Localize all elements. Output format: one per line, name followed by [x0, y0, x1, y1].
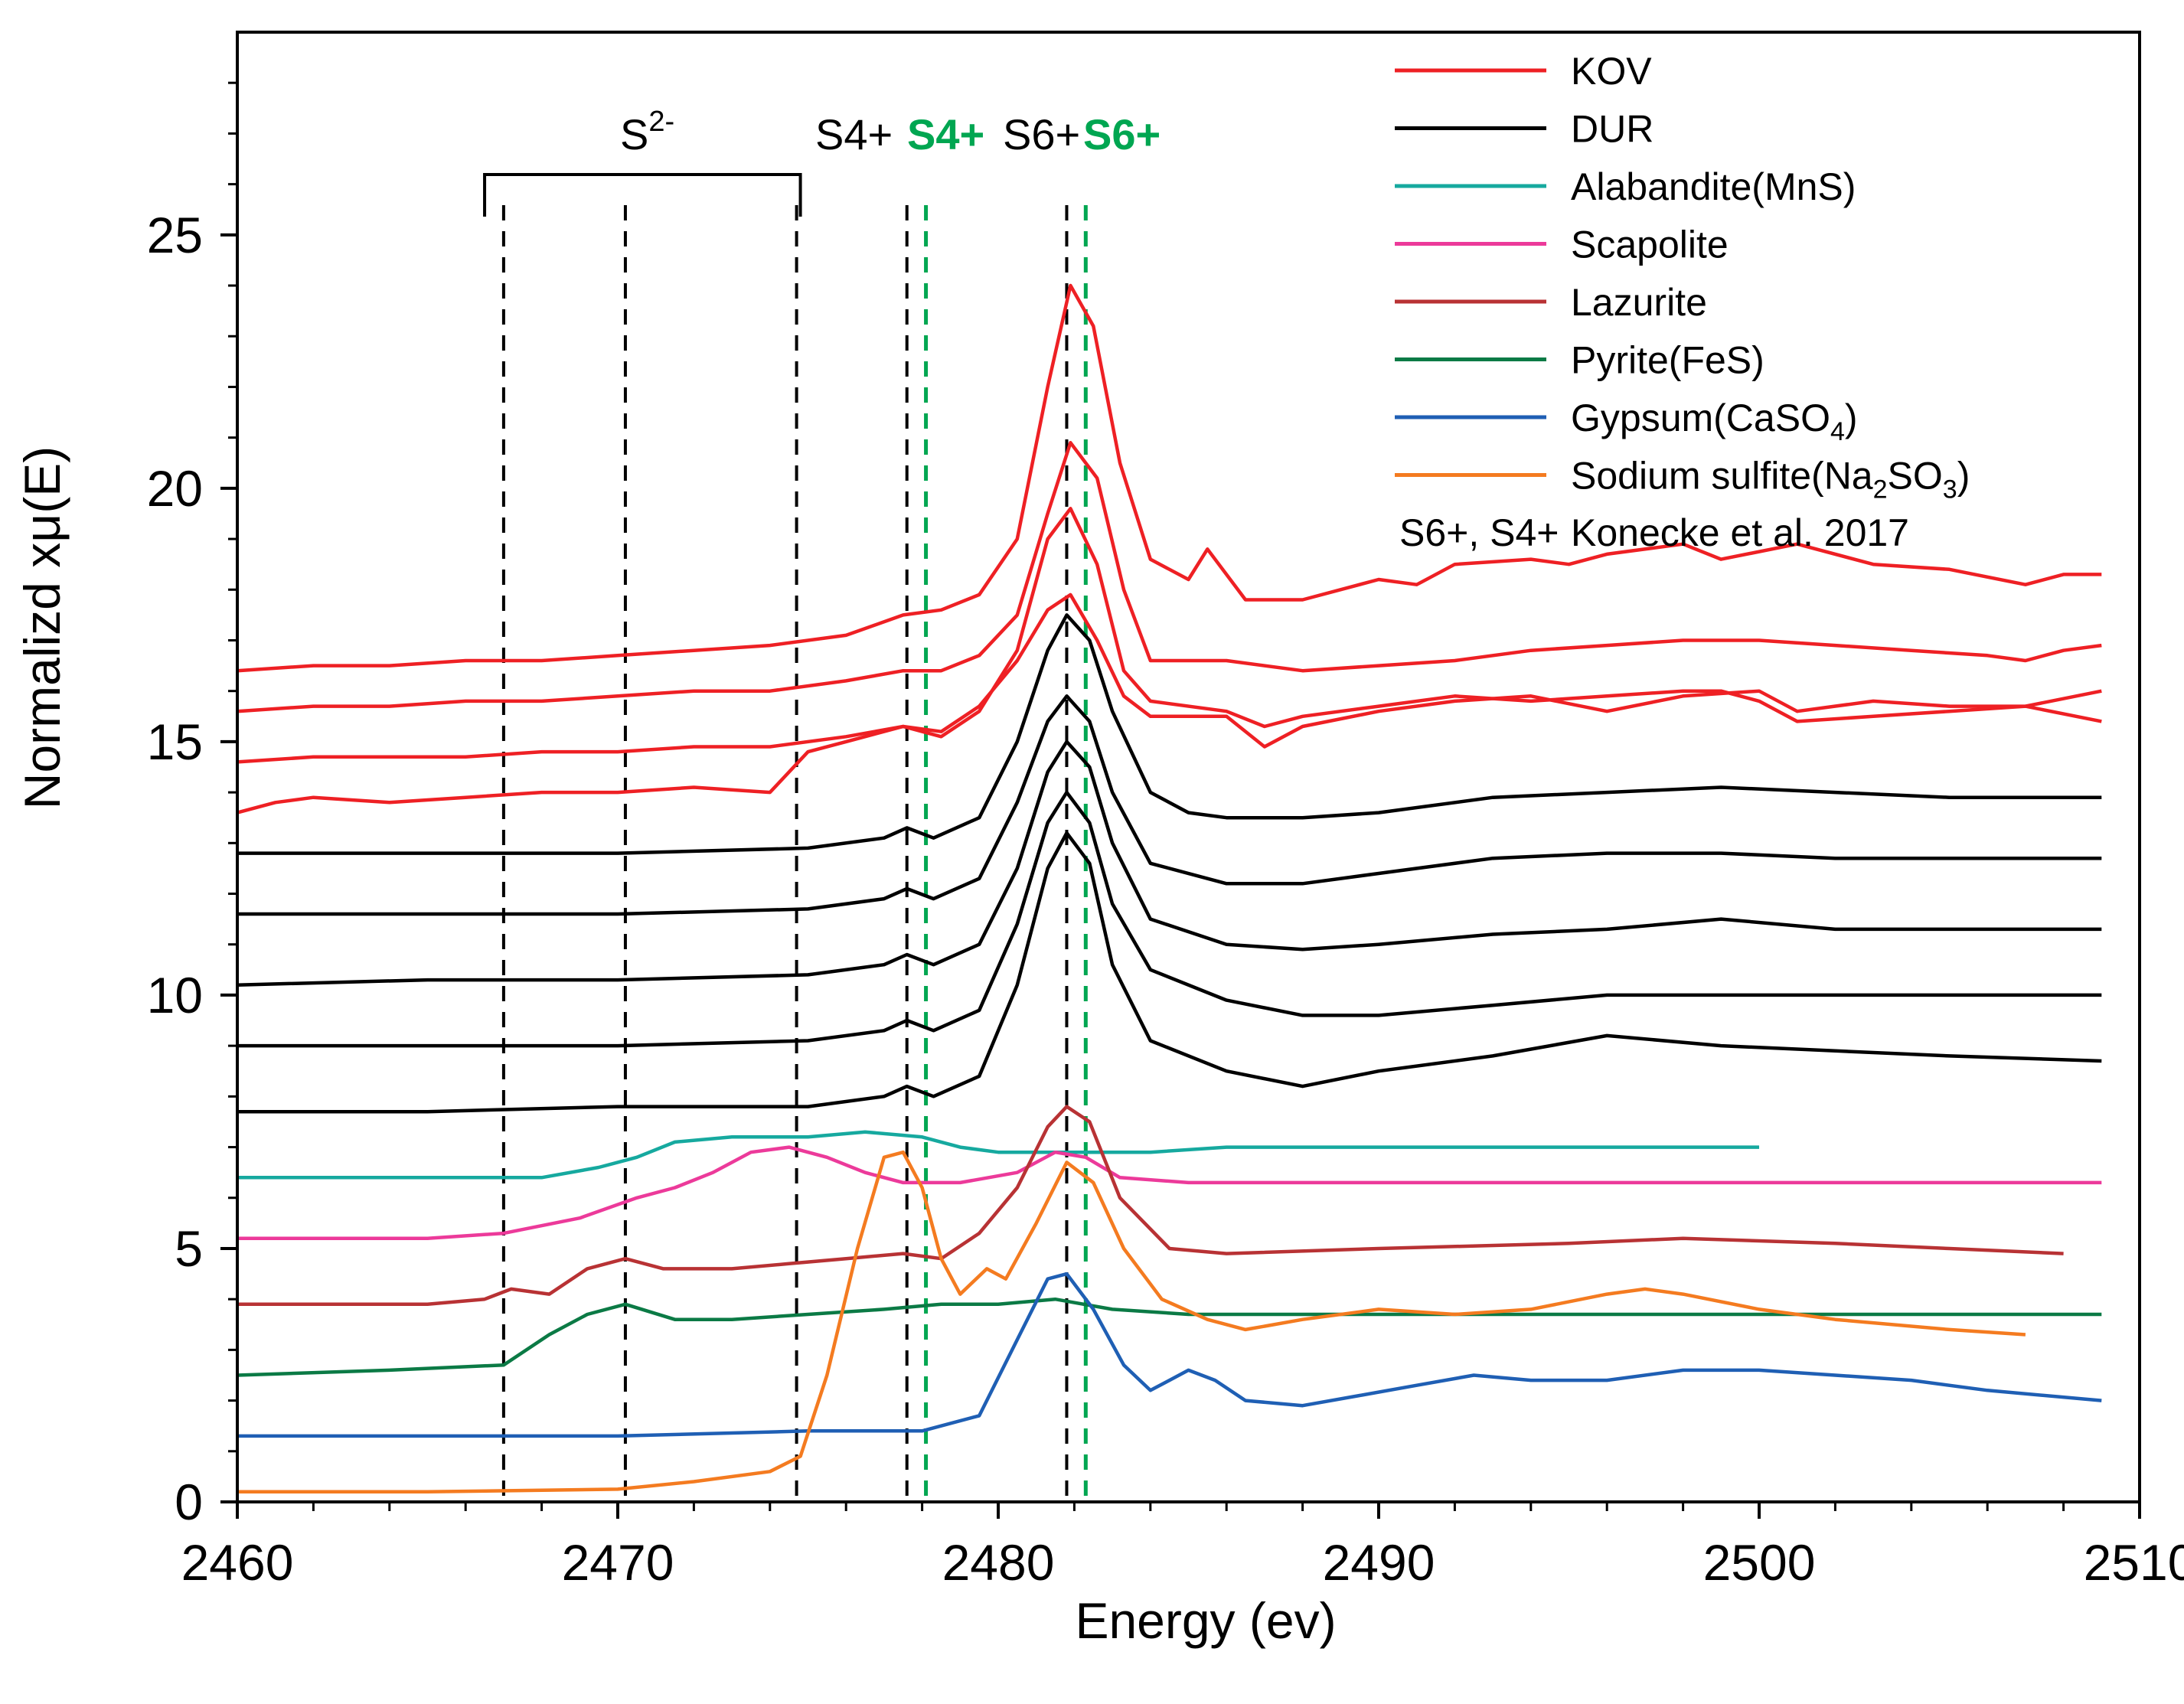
- legend-label-after: ): [1845, 397, 1858, 439]
- s2-sup: 2-: [648, 106, 674, 138]
- legend-label-main: Lazurite: [1571, 281, 1707, 324]
- axes-layer: 2460 2470 2480 2490 2500 2510 0 5 10 15 20 25: [147, 81, 2184, 1591]
- reference-note-text: Konecke et al. 2017: [1571, 511, 1909, 554]
- legend-label: Gypsum(CaSO4): [1571, 397, 1858, 446]
- y-tick-label: 0: [175, 1474, 203, 1530]
- legend-label: Alabandite(MnS): [1571, 165, 1856, 208]
- plot-frame: [236, 31, 2141, 1503]
- legend-label: Pyrite(FeS): [1571, 339, 1765, 382]
- x-axis-title: Energy (ev): [1075, 1592, 1336, 1649]
- series-line-scapolite: [237, 1145, 2102, 1240]
- series-line-kov: [237, 441, 2102, 713]
- x-tick-label: 2500: [1703, 1534, 1816, 1591]
- legend-label-main: Scapolite: [1571, 224, 1729, 266]
- reference-note-green: S6+, S4+: [1399, 511, 1559, 554]
- series-line-dur: [237, 831, 2102, 1114]
- legend: KOV DUR Alabandite(MnS) Scapolite Lazurite Py…: [1395, 50, 1970, 504]
- series-line-dur: [237, 790, 2102, 1048]
- series-line-dur: [237, 613, 2102, 855]
- legend-label-after: ): [1957, 455, 1970, 498]
- series-line-kov: [237, 592, 2102, 814]
- legend-label-main: Alabandite(MnS): [1571, 165, 1856, 208]
- legend-label-main: Gypsum(CaSO: [1571, 397, 1830, 439]
- series-line-pyrite: [237, 1297, 2102, 1377]
- legend-label: DUR: [1571, 108, 1654, 151]
- x-tick-label: 2490: [1323, 1534, 1435, 1591]
- s2-main: S: [620, 110, 648, 158]
- x-tick-label: 2460: [181, 1534, 294, 1591]
- legend-label-main: Sodium sulfite(Na: [1571, 455, 1873, 498]
- x-tick-label: 2510: [2084, 1534, 2184, 1591]
- legend-label-main: Pyrite(FeS): [1571, 339, 1765, 382]
- legend-label: KOV: [1571, 50, 1652, 93]
- legend-label-sub: 4: [1830, 417, 1845, 446]
- s4-green-label: S4+: [907, 110, 984, 158]
- s6-black-label: S6+: [1003, 110, 1080, 158]
- legend-label-sub: 2: [1873, 475, 1888, 504]
- y-tick-label: 5: [175, 1220, 203, 1277]
- series-line-lazurite: [237, 1105, 2064, 1307]
- legend-label: Scapolite: [1571, 224, 1729, 266]
- reference-note: S6+, S4+ Konecke et al. 2017: [1399, 511, 1909, 554]
- legend-label-mid: SO: [1888, 455, 1943, 498]
- legend-label-main: KOV: [1571, 50, 1652, 93]
- x-tick-label: 2480: [942, 1534, 1055, 1591]
- y-tick-label: 20: [147, 460, 203, 517]
- s6-green-label: S6+: [1083, 110, 1161, 158]
- legend-label-main: DUR: [1571, 108, 1654, 151]
- series-layer: [237, 283, 2102, 1494]
- y-axis-title: Normalizd xμ(E): [14, 446, 70, 809]
- s2-label: S2-: [620, 106, 674, 158]
- y-tick-label: 15: [147, 713, 203, 770]
- y-tick-label: 10: [147, 967, 203, 1023]
- series-line-alabandite: [237, 1130, 1759, 1180]
- series-line-dur: [237, 739, 2102, 987]
- series-line-kov: [237, 283, 2102, 673]
- y-tick-label: 25: [147, 207, 203, 263]
- legend-label: Lazurite: [1571, 281, 1707, 324]
- series-line-dur: [237, 694, 2102, 916]
- reference-lines-layer: [501, 205, 1088, 1502]
- s4-black-label: S4+: [815, 110, 893, 158]
- x-tick-label: 2470: [562, 1534, 674, 1591]
- series-line-kov: [237, 507, 2102, 764]
- series-line-gypsum: [237, 1271, 2102, 1438]
- series-line-sodium-sulfite: [237, 1150, 2026, 1494]
- s2-bracket: [483, 173, 802, 217]
- legend-label: Sodium sulfite(Na2SO3): [1571, 455, 1970, 504]
- legend-label-sub: 3: [1943, 475, 1957, 504]
